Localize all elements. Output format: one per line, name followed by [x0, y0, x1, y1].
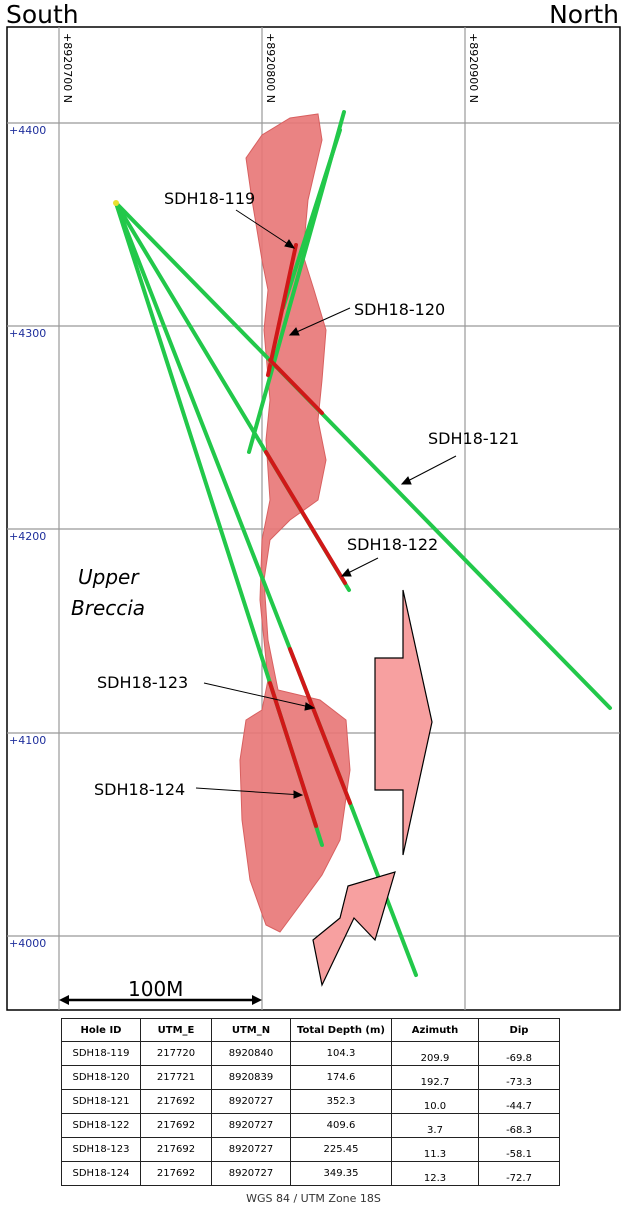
unit-label-line: Breccia: [71, 596, 145, 620]
table-cell: -73.3: [478, 1065, 560, 1090]
mineralized-interval: [266, 243, 298, 377]
table-cell: -58.1: [478, 1137, 560, 1162]
table-cell: SDH18-122: [61, 1113, 141, 1138]
table-cell: -72.7: [478, 1161, 560, 1186]
mineralized-interval: [268, 681, 318, 828]
elevation-label: +4100: [9, 734, 46, 747]
table-cell: 174.6: [290, 1065, 392, 1090]
table-cell: 349.35: [290, 1161, 392, 1186]
drill-hole-table: Hole ID UTM_E UTM_N Total Depth (m) Azim…: [61, 1018, 560, 1186]
arrow-large-icon: [374, 589, 433, 856]
column-header: UTM_E: [140, 1018, 212, 1042]
table-cell: 217720: [140, 1041, 212, 1066]
table-cell: 8920727: [211, 1089, 291, 1114]
north-label: North: [549, 0, 619, 29]
table-cell: 217692: [140, 1161, 212, 1186]
table-cell: SDH18-120: [61, 1065, 141, 1090]
column-header: Azimuth: [391, 1018, 479, 1042]
table-cell: SDH18-121: [61, 1089, 141, 1114]
datum-note: WGS 84 / UTM Zone 18S: [246, 1192, 381, 1205]
table-cell: -68.3: [478, 1113, 560, 1138]
hole-label: SDH18-123: [97, 673, 188, 692]
table-cell: 209.9: [391, 1041, 479, 1066]
northing-label: +8920900 N: [467, 33, 480, 103]
table-cell: 8920839: [211, 1065, 291, 1090]
table-cell: 10.0: [391, 1089, 479, 1114]
table-cell: 3.7: [391, 1113, 479, 1138]
table-row: SDH18-124 217692 8920727 349.35 12.3 -72.7: [61, 1161, 560, 1186]
hole-label: SDH18-124: [94, 780, 185, 799]
table-cell: 192.7: [391, 1065, 479, 1090]
table-cell: SDH18-124: [61, 1161, 141, 1186]
south-label: South: [6, 0, 79, 29]
table-cell: SDH18-123: [61, 1137, 141, 1162]
label-leader: [235, 209, 295, 249]
arrow-small-icon: [312, 871, 396, 987]
unit-label-line: Upper: [78, 565, 140, 589]
hole-label: SDH18-119: [164, 189, 255, 208]
table-cell: 8920727: [211, 1161, 291, 1186]
column-header: Hole ID: [61, 1018, 141, 1042]
table-cell: 11.3: [391, 1137, 479, 1162]
table-row: SDH18-122 217692 8920727 409.6 3.7 -68.3: [61, 1113, 560, 1138]
hole-label: SDH18-122: [347, 535, 438, 554]
label-leader: [203, 682, 315, 709]
table-row: SDH18-119 217720 8920840 104.3 209.9 -69.8: [61, 1041, 560, 1066]
table-cell: 12.3: [391, 1161, 479, 1186]
table-cell: 217692: [140, 1089, 212, 1114]
hole-label: SDH18-121: [428, 429, 519, 448]
table-row: SDH18-120 217721 8920839 174.6 192.7 -73.3: [61, 1065, 560, 1090]
mineralized-interval: [288, 647, 352, 805]
collar-marker: [113, 200, 119, 206]
label-leader: [195, 787, 303, 796]
table-row: SDH18-123 217692 8920727 225.45 11.3 -58.1: [61, 1137, 560, 1162]
table-cell: 217692: [140, 1137, 212, 1162]
mineralized-interval: [264, 450, 347, 585]
table-cell: 217721: [140, 1065, 212, 1090]
table-cell: -69.8: [478, 1041, 560, 1066]
table-cell: 225.45: [290, 1137, 392, 1162]
cross-section: +8920700 N +8920800 N +8920900 N +4400 +…: [6, 26, 621, 1011]
label-leader: [289, 307, 351, 336]
drill-trace-sdh18-120: [281, 128, 342, 310]
table-row: SDH18-121 217692 8920727 352.3 10.0 -44.7: [61, 1089, 560, 1114]
table-cell: 352.3: [290, 1089, 392, 1114]
hole-label: SDH18-120: [354, 300, 445, 319]
drill-trace-sdh18-121: [114, 201, 612, 710]
table-cell: 8920727: [211, 1113, 291, 1138]
mineralized-interval: [268, 358, 324, 415]
table-cell: 8920840: [211, 1041, 291, 1066]
table-cell: SDH18-119: [61, 1041, 141, 1066]
elevation-label: +4200: [9, 530, 46, 543]
table-cell: 8920727: [211, 1137, 291, 1162]
table-cell: 217692: [140, 1113, 212, 1138]
column-header: Dip: [478, 1018, 560, 1042]
elevation-label: +4300: [9, 327, 46, 340]
northing-label: +8920700 N: [61, 33, 74, 103]
label-leader: [401, 455, 457, 485]
northing-label: +8920800 N: [264, 33, 277, 103]
table-cell: 409.6: [290, 1113, 392, 1138]
elevation-label: +4400: [9, 124, 46, 137]
table-header-row: Hole ID UTM_E UTM_N Total Depth (m) Azim…: [61, 1018, 560, 1042]
column-header: Total Depth (m): [290, 1018, 392, 1042]
column-header: UTM_N: [211, 1018, 291, 1042]
table-cell: 104.3: [290, 1041, 392, 1066]
scale-bar-label: 100M: [128, 977, 183, 1001]
scale-bar: 100M: [59, 977, 262, 1005]
elevation-label: +4000: [9, 937, 46, 950]
table-cell: -44.7: [478, 1089, 560, 1114]
